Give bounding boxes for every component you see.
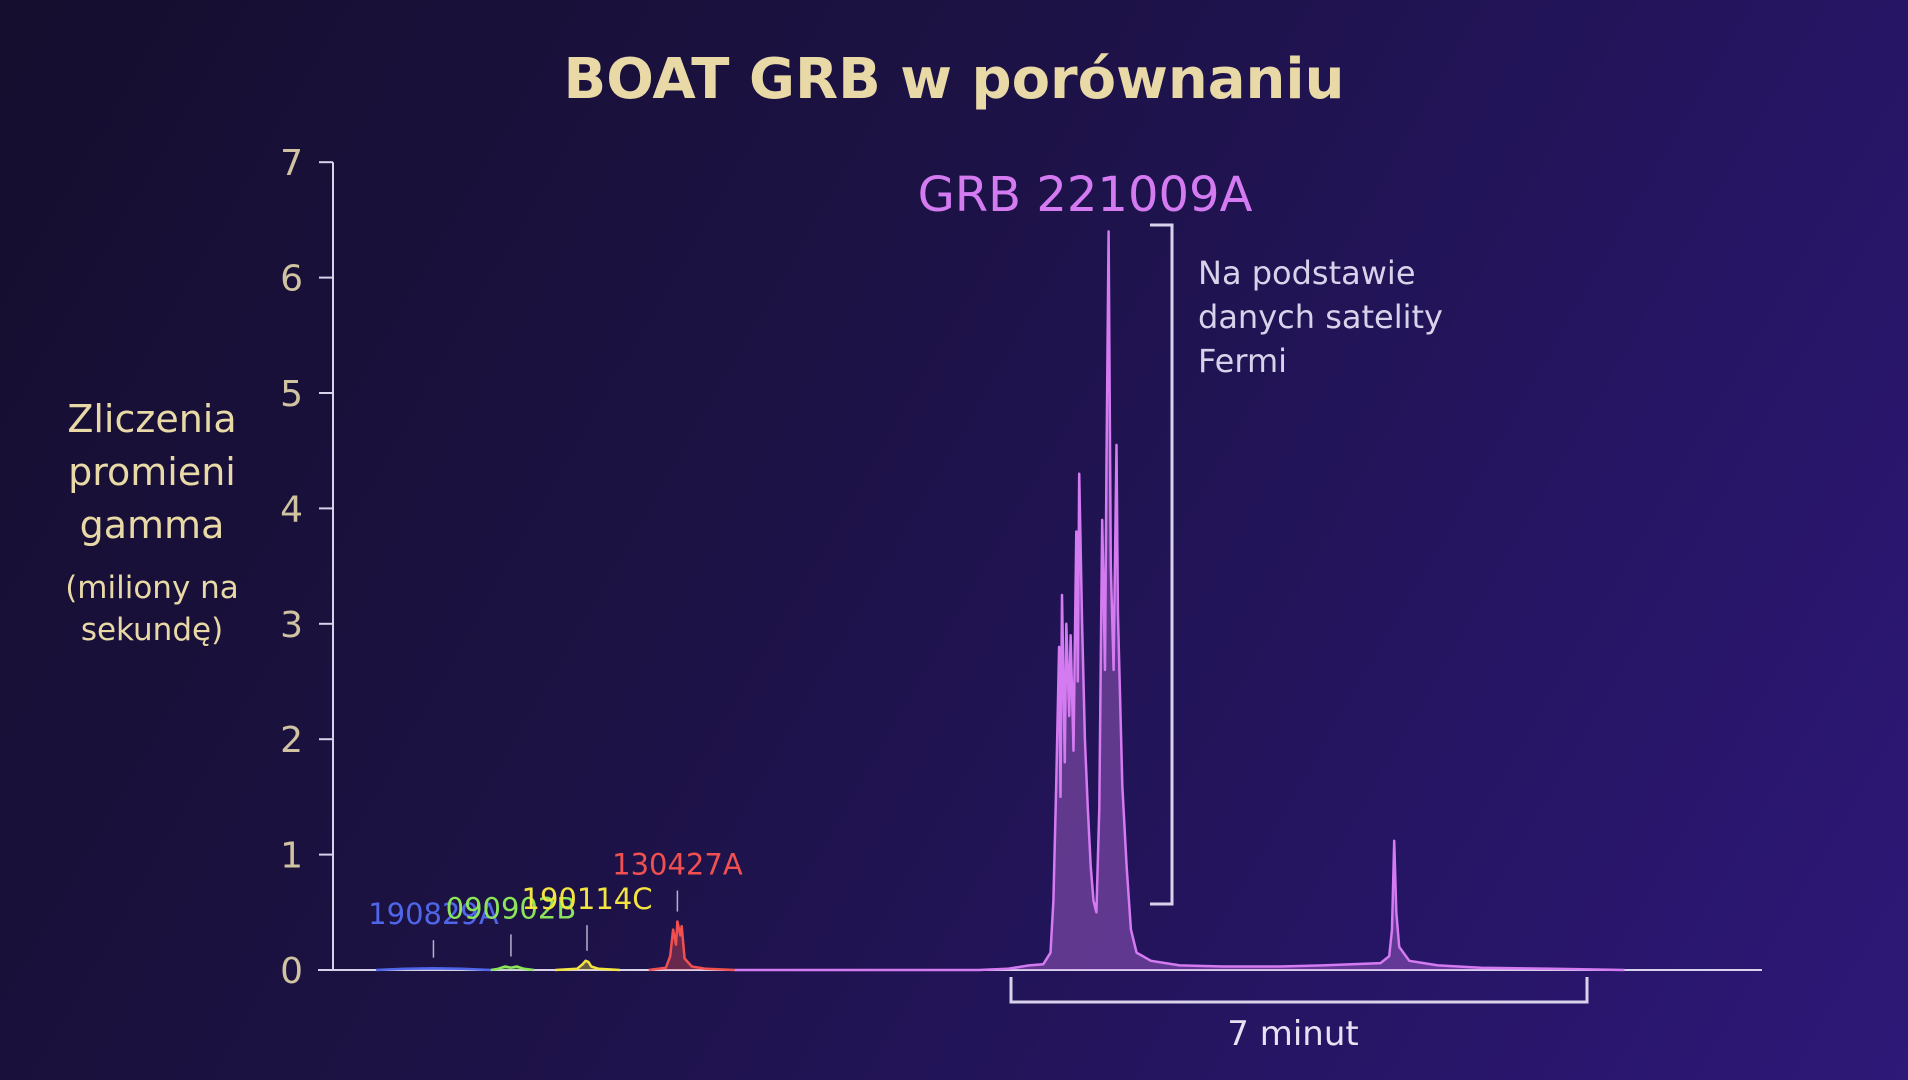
y-axis-label: Zliczenia promieni gamma (miliony na sek… (65, 397, 239, 648)
series-line-090902b (490, 965, 535, 972)
fermi-note-line-2: danych satelity (1198, 298, 1443, 336)
fermi-bracket (1150, 223, 1174, 906)
fermi-note-line-1: Na podstawie (1198, 254, 1416, 292)
series-label-130427a: 130427A (612, 848, 743, 882)
fermi-annotation: Na podstawie danych satelity Fermi (1150, 223, 1443, 906)
series-line-190829a (376, 967, 491, 972)
y-tick-label: 7 (280, 143, 303, 184)
series-label-grb-221009a: GRB 221009A (918, 167, 1253, 223)
duration-annotation: 7 minut (1009, 977, 1589, 1054)
series-area-190114c (555, 960, 620, 970)
y-label-line-2: promieni (68, 450, 236, 494)
y-label-unit-line-1: (miliony na (65, 570, 239, 606)
series-label-190829a: 190829A (368, 897, 499, 931)
y-label-line-3: gamma (80, 503, 225, 547)
y-tick-label: 0 (280, 951, 303, 992)
series-label-090902b: 090902B (446, 891, 577, 925)
series-area-grb-221009a (734, 231, 1625, 970)
series-area-130427a (648, 921, 735, 970)
y-tick-label: 2 (280, 720, 303, 761)
y-tick-label: 5 (280, 374, 303, 415)
y-tick-label: 4 (280, 489, 303, 530)
series-line-190114c (555, 959, 621, 972)
duration-bracket (1009, 977, 1589, 1004)
y-tick-label: 3 (280, 605, 303, 646)
chart-title: BOAT GRB w porównaniu (564, 47, 1345, 112)
series-line-130427a (648, 920, 735, 972)
y-tick-label: 1 (280, 836, 303, 877)
series-line-grb-221009a (734, 230, 1625, 972)
y-tick-label: 6 (280, 259, 303, 300)
duration-label: 7 minut (1227, 1014, 1358, 1054)
series-label-190114c: 190114C (522, 882, 653, 916)
fermi-note-line-3: Fermi (1198, 342, 1287, 380)
y-label-line-1: Zliczenia (67, 397, 236, 441)
y-label-unit-line-2: sekundę) (81, 612, 223, 648)
